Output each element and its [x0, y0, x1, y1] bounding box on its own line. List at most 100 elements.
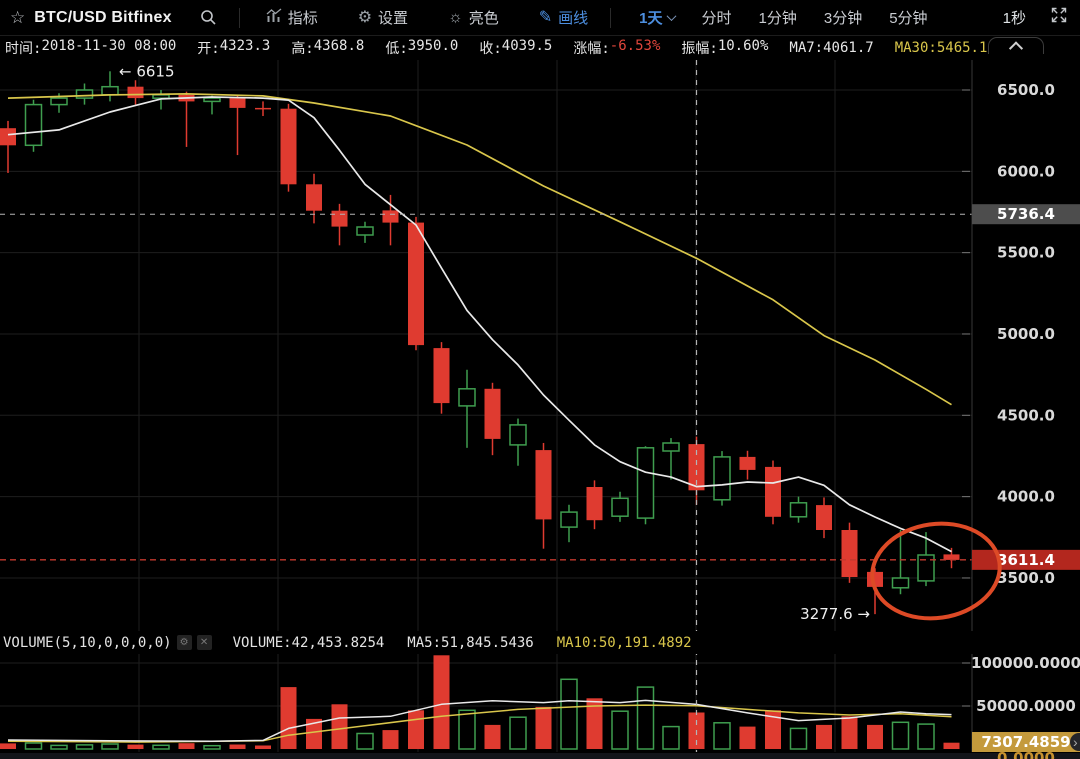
candle-body	[127, 86, 144, 99]
divider	[238, 7, 240, 28]
drawn-circle-annotation[interactable]	[866, 516, 1006, 627]
candle-body	[509, 424, 527, 446]
volume-bar	[891, 721, 910, 750]
volume-bar	[535, 706, 552, 749]
volume-bar	[178, 743, 195, 749]
candle-body	[331, 210, 348, 227]
volume-bar	[408, 710, 424, 749]
ma7-line	[7, 96, 952, 553]
volume-bar	[101, 743, 119, 750]
candle-body	[75, 89, 94, 99]
price-tick-label: 4500.0	[997, 406, 1055, 424]
volume-bar	[24, 742, 43, 750]
symbol-title: BTC/USD Bitfinex	[34, 8, 172, 26]
volume-formula: VOLUME(5,10,0,0,0,0)	[3, 634, 172, 651]
volume-tick-label: 100000.0000	[971, 654, 1080, 672]
volume-bar	[611, 710, 629, 750]
volume-bar	[586, 698, 603, 749]
volume-bar	[0, 743, 16, 749]
settings-button[interactable]: ⚙ 设置	[358, 7, 408, 28]
crosshair-price-label: 5736.4	[997, 205, 1055, 223]
chevron-down-icon	[666, 11, 676, 22]
candle-body	[662, 442, 680, 452]
candle-body	[203, 97, 221, 103]
candle-body	[841, 530, 858, 577]
volume-bar	[152, 744, 170, 750]
volume-bar	[560, 678, 578, 750]
candle-body	[280, 108, 297, 185]
volume-bar	[484, 724, 501, 749]
volume-bar	[50, 744, 68, 750]
volume-bar	[662, 725, 680, 750]
candle-body	[152, 94, 170, 99]
price-tick-label: 5500.0	[997, 244, 1055, 262]
volume-bar	[306, 718, 322, 749]
candlestick-series[interactable]	[0, 71, 960, 615]
fullscreen-icon[interactable]	[1050, 6, 1068, 29]
panel-arrow-tab[interactable]	[1070, 733, 1080, 751]
time-axis-strip	[0, 753, 1080, 759]
interval-5min[interactable]: 5分钟	[889, 10, 928, 27]
info-low: 低: 3950.0	[385, 38, 459, 57]
sun-icon: ☼	[448, 8, 463, 26]
candle-body	[306, 184, 322, 211]
volume-bar	[280, 687, 297, 749]
collapse-info-button[interactable]	[988, 37, 1044, 56]
volume-bar	[127, 744, 144, 749]
volume-value: VOLUME:42,453.8254	[232, 634, 385, 651]
interval-1min[interactable]: 1分钟	[758, 10, 797, 27]
gear-icon: ⚙	[357, 8, 373, 26]
volume-bar	[75, 744, 94, 750]
volume-series[interactable]	[0, 655, 960, 750]
volume-bar	[816, 724, 832, 749]
volume-bar	[433, 655, 450, 749]
volume-ma5-value: MA5:51,845.5436	[407, 634, 534, 651]
interval-3min[interactable]: 3分钟	[823, 10, 863, 27]
volume-pane-header: VOLUME(5,10,0,0,0,0) ⚙ ✕ VOLUME:42,453.8…	[0, 631, 1080, 654]
volume-bar	[509, 716, 527, 750]
volume-settings-button[interactable]: ⚙	[176, 635, 192, 650]
candle-body	[408, 222, 424, 346]
volume-bar	[458, 709, 476, 750]
indicators-button[interactable]: 指标	[266, 7, 318, 28]
favorite-star-icon[interactable]: ☆	[10, 7, 26, 27]
info-amplitude: 振幅: 10.60%	[681, 38, 769, 57]
volume-bar	[943, 742, 960, 749]
candle-body	[0, 128, 16, 146]
interval-tabs: 1天 分时 1分钟 3分钟 5分钟	[639, 7, 927, 28]
volume-bar	[331, 704, 348, 749]
volume-bar	[789, 727, 808, 750]
interval-1day-dropdown[interactable]: 1天	[639, 7, 676, 28]
candle-body	[484, 388, 501, 439]
volume-bar	[203, 744, 221, 750]
volume-bar	[917, 723, 935, 750]
volume-ma10-line	[7, 704, 952, 743]
candle-body	[382, 210, 399, 223]
interval-time-share[interactable]: 分时	[701, 10, 732, 27]
info-ma30: MA30: 5465.1	[894, 40, 988, 56]
info-ma7: MA7: 4061.7	[789, 40, 874, 56]
candle-body	[765, 466, 781, 517]
volume-bar	[229, 744, 246, 749]
candle-body	[101, 85, 119, 96]
draw-line-button[interactable]: ✎ 画线	[539, 7, 588, 28]
volume-zero-label: 0.0000	[997, 749, 1055, 759]
light-theme-button[interactable]: ☼ 亮色	[448, 7, 499, 28]
candle-body	[816, 505, 832, 530]
candle-body	[636, 447, 655, 519]
candle-body	[789, 502, 808, 518]
search-icon[interactable]	[200, 9, 217, 26]
light-theme-label: 亮色	[468, 10, 499, 27]
candle-countdown: 1秒	[1002, 10, 1026, 27]
volume-bar	[636, 686, 655, 750]
price-tick-label: 4000.0	[997, 488, 1055, 506]
volume-close-button[interactable]: ✕	[196, 635, 212, 650]
panel-expand-arrow[interactable]: ›	[1073, 734, 1078, 750]
volume-bar	[739, 726, 756, 749]
volume-tick-label: 50000.0000	[976, 697, 1076, 715]
volume-bar	[713, 722, 731, 750]
info-high: 高: 4368.8	[291, 38, 365, 57]
grid-lines	[0, 60, 972, 752]
